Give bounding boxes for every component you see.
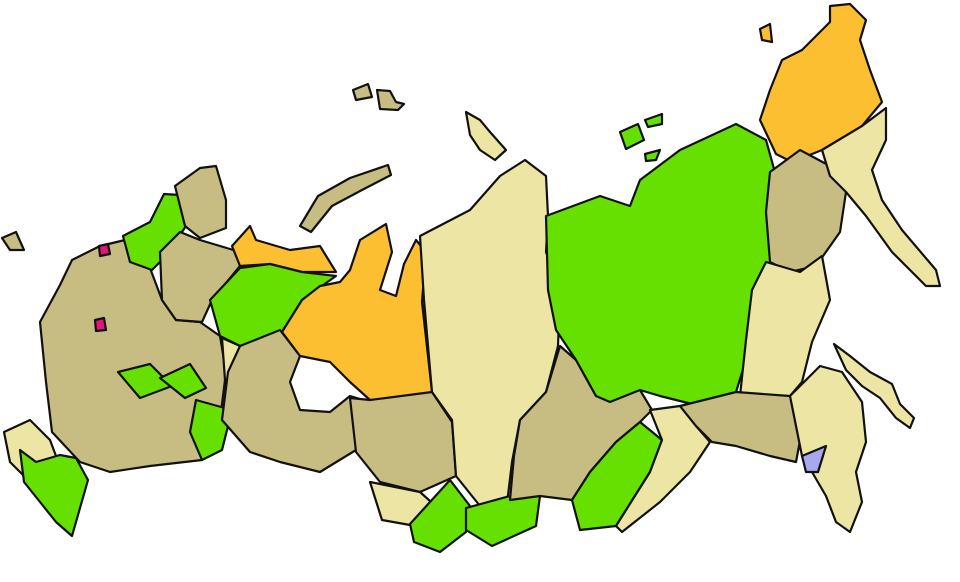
region-altai-green[interactable] xyxy=(408,478,472,554)
region-novaya-zemlya[interactable] xyxy=(298,163,393,234)
region-new-siberian-islands-2[interactable] xyxy=(643,112,664,129)
region-severnaya-zemlya[interactable] xyxy=(464,110,508,162)
region-franz-josef-land-west[interactable] xyxy=(351,82,374,102)
region-amur[interactable] xyxy=(678,390,804,464)
region-kaliningrad[interactable] xyxy=(0,230,26,252)
region-new-siberian-islands-3[interactable] xyxy=(643,148,662,163)
region-moscow[interactable] xyxy=(93,316,108,333)
region-franz-josef-land-east[interactable] xyxy=(375,88,406,112)
region-jewish-autonomous-oblast[interactable] xyxy=(800,444,828,474)
region-yakutia[interactable] xyxy=(544,122,778,408)
region-murmansk[interactable] xyxy=(173,164,228,240)
region-wrangel-island[interactable] xyxy=(758,22,774,44)
region-kamchatka[interactable] xyxy=(820,106,942,288)
region-caucasus-green[interactable] xyxy=(18,448,90,538)
region-saint-petersburg[interactable] xyxy=(97,242,112,258)
region-nenets[interactable] xyxy=(230,224,338,274)
region-sakhalin[interactable] xyxy=(832,342,916,430)
region-new-siberian-islands-1[interactable] xyxy=(618,122,646,151)
region-yamalo-nenets-khanty[interactable] xyxy=(280,222,434,404)
region-magadan[interactable] xyxy=(764,148,848,274)
region-primorye[interactable] xyxy=(788,364,868,534)
region-tomsk-novosibirsk[interactable] xyxy=(348,390,458,494)
region-volga-green-2[interactable] xyxy=(158,362,208,400)
